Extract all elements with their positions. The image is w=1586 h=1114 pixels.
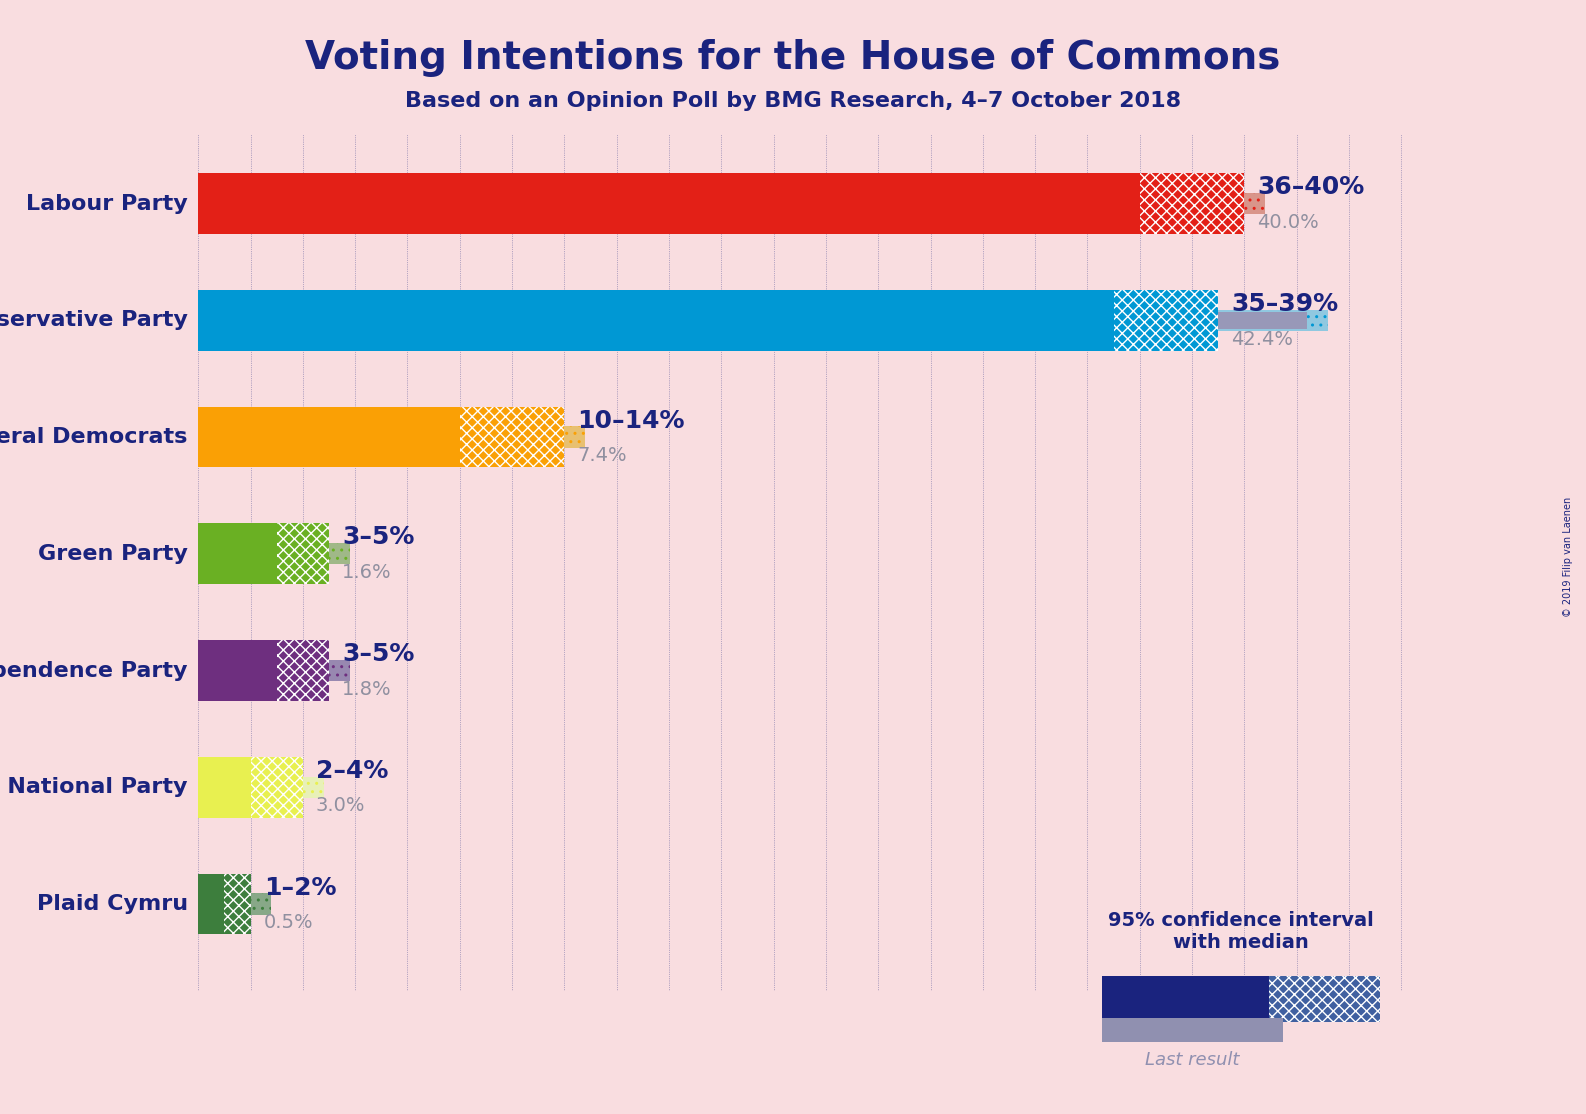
Text: 42.4%: 42.4%: [1231, 330, 1293, 349]
Bar: [224, 873, 251, 935]
Bar: [198, 312, 1307, 329]
Bar: [198, 659, 351, 681]
Bar: [198, 659, 351, 681]
Bar: [1269, 976, 1380, 1022]
Text: Voting Intentions for the House of Commons: Voting Intentions for the House of Commo…: [306, 39, 1280, 77]
Text: 0.5%: 0.5%: [263, 913, 314, 932]
Bar: [198, 756, 251, 818]
Text: 40.0%: 40.0%: [1258, 213, 1320, 232]
Bar: [198, 310, 1327, 331]
Bar: [276, 524, 328, 584]
Text: Green Party: Green Party: [38, 544, 187, 564]
Text: Plaid Cymru: Plaid Cymru: [36, 893, 187, 913]
Bar: [198, 290, 1113, 351]
Text: 10–14%: 10–14%: [577, 409, 685, 432]
Text: Last result: Last result: [1145, 1051, 1240, 1068]
Bar: [198, 896, 211, 912]
Bar: [198, 193, 1266, 214]
Text: 2–4%: 2–4%: [316, 759, 389, 783]
Bar: [198, 893, 271, 915]
Text: 35–39%: 35–39%: [1231, 292, 1339, 316]
Bar: [198, 195, 1245, 212]
Text: 3–5%: 3–5%: [343, 642, 414, 666]
Text: Liberal Democrats: Liberal Democrats: [0, 427, 187, 447]
Bar: [198, 407, 460, 468]
Bar: [198, 174, 1140, 234]
Bar: [198, 544, 351, 565]
Text: UK Independence Party: UK Independence Party: [0, 661, 187, 681]
Bar: [1113, 290, 1218, 351]
Text: 95% confidence interval
with median: 95% confidence interval with median: [1109, 911, 1373, 952]
Bar: [198, 310, 1327, 331]
Bar: [198, 776, 324, 798]
Bar: [198, 893, 271, 915]
Bar: [198, 662, 246, 680]
Text: 1.8%: 1.8%: [343, 680, 392, 698]
Bar: [198, 641, 276, 701]
Bar: [276, 641, 328, 701]
Bar: [198, 427, 585, 448]
Text: 36–40%: 36–40%: [1258, 175, 1364, 199]
Text: Labour Party: Labour Party: [25, 194, 187, 214]
Bar: [198, 546, 239, 563]
Bar: [198, 873, 224, 935]
Text: Scottish National Party: Scottish National Party: [0, 778, 187, 798]
Bar: [460, 407, 565, 468]
Text: 1–2%: 1–2%: [263, 876, 336, 900]
Bar: [198, 429, 392, 446]
Text: 7.4%: 7.4%: [577, 447, 626, 466]
Bar: [198, 193, 1266, 214]
Bar: [1140, 174, 1245, 234]
Bar: [251, 756, 303, 818]
Text: 3–5%: 3–5%: [343, 526, 414, 549]
Bar: [198, 427, 585, 448]
Text: © 2019 Filip van Laenen: © 2019 Filip van Laenen: [1564, 497, 1573, 617]
Bar: [198, 544, 351, 565]
Bar: [1102, 976, 1269, 1022]
Text: 3.0%: 3.0%: [316, 797, 365, 815]
Bar: [198, 524, 276, 584]
Text: Based on an Opinion Poll by BMG Research, 4–7 October 2018: Based on an Opinion Poll by BMG Research…: [404, 91, 1182, 111]
Text: 1.6%: 1.6%: [343, 563, 392, 582]
Bar: [198, 776, 324, 798]
Bar: [198, 779, 276, 795]
Text: Conservative Party: Conservative Party: [0, 311, 187, 331]
